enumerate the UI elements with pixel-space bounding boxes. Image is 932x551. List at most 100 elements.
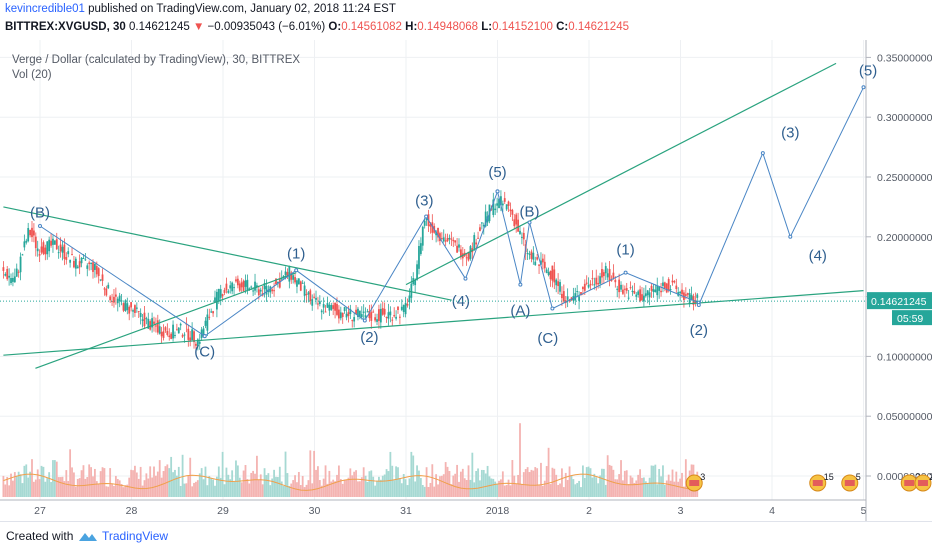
volume-bar: [578, 480, 580, 497]
candle-body: [17, 271, 20, 273]
candle-body: [80, 257, 83, 264]
candle-body: [690, 294, 693, 300]
candle-body: [500, 196, 502, 206]
candle-body: [132, 310, 134, 312]
volume-bar: [622, 480, 624, 497]
candle-body: [404, 302, 407, 315]
candle-body: [654, 289, 657, 293]
event-count: 15: [824, 472, 834, 482]
wave-label: (2): [690, 322, 708, 339]
trendline-up_channel: [35, 272, 297, 369]
candle-body: [648, 292, 651, 298]
volume-bar: [172, 472, 174, 497]
volume-bar: [44, 481, 47, 497]
candle-body: [610, 279, 613, 282]
candle-body: [271, 289, 274, 292]
candle-body: [614, 279, 617, 283]
candle-body: [423, 220, 426, 226]
candle-body: [521, 236, 523, 238]
candle-body: [675, 285, 678, 290]
volume-bar: [427, 486, 430, 497]
volume-bar: [364, 475, 367, 497]
candle-body: [355, 309, 357, 315]
candle-body: [585, 282, 588, 284]
author-link[interactable]: kevincredible01: [5, 3, 85, 15]
candle-body: [450, 238, 453, 240]
volume-bar: [555, 474, 558, 497]
volume-bar: [27, 477, 30, 497]
wave-path: [39, 225, 205, 337]
volume-bar: [212, 479, 214, 497]
volume-bar: [153, 466, 155, 497]
volume-bar: [475, 471, 478, 497]
volume-bar: [55, 461, 58, 497]
volume-bar: [378, 476, 380, 497]
candle-body: [517, 219, 519, 232]
candle-body: [103, 288, 106, 290]
volume-bar: [521, 484, 523, 497]
candle-body: [519, 230, 521, 234]
candle-body: [177, 327, 180, 334]
candle-body: [170, 333, 173, 339]
candle-body: [92, 262, 94, 272]
volume-bar: [175, 475, 178, 497]
tradingview-link[interactable]: TradingView: [102, 529, 169, 543]
candle-body: [208, 316, 211, 318]
candle-body: [34, 236, 37, 249]
candle-body: [555, 279, 558, 286]
candle-body: [448, 237, 451, 240]
candle-body: [383, 308, 386, 315]
candle-body: [652, 289, 655, 293]
price-chart[interactable]: 0.35000000 0.30000000 0.25000000 0.20000000…: [0, 40, 932, 521]
volume-bar: [515, 483, 518, 497]
candle-body: [82, 257, 85, 259]
volume-bar: [33, 481, 35, 497]
volume-bar: [111, 483, 113, 497]
volume-bar: [242, 470, 245, 497]
candle-body: [597, 282, 600, 285]
volume-bar: [480, 469, 483, 497]
wave-anchor: [550, 306, 555, 311]
volume-bar: [557, 484, 560, 497]
candle-body: [469, 246, 472, 259]
candle-body: [6, 268, 9, 280]
candle-body: [292, 275, 295, 280]
candle-body: [214, 297, 216, 303]
volume-bar: [135, 472, 138, 497]
volume-bar: [164, 466, 167, 497]
candle-body: [606, 273, 609, 278]
candle-body: [320, 310, 323, 313]
candle-body: [421, 226, 424, 246]
volume-bar: [570, 475, 573, 497]
volume-bar: [351, 475, 354, 497]
volume-bar: [23, 465, 26, 497]
candle-body: [305, 294, 308, 296]
volume-bar: [328, 470, 331, 497]
candle-body: [479, 227, 481, 232]
volume-bar: [536, 468, 539, 497]
volume-bar: [271, 478, 274, 497]
candle-body: [551, 265, 554, 281]
candle-body: [128, 306, 131, 314]
volume-bar: [397, 467, 399, 497]
volume-bar: [511, 460, 514, 497]
volume-bar: [347, 477, 350, 497]
candle-body: [507, 201, 510, 206]
candle-body: [641, 294, 643, 301]
volume-bar: [250, 472, 253, 497]
x-tick-label: 31: [400, 505, 412, 517]
candle-body: [494, 208, 497, 211]
plot-area: [0, 40, 866, 521]
volume-bar: [185, 483, 188, 497]
volume-bar: [332, 479, 335, 497]
volume-bar: [482, 470, 485, 497]
candle-body: [492, 199, 495, 215]
candle-body: [362, 311, 365, 313]
volume-bar: [320, 485, 323, 497]
candle-body: [540, 260, 542, 265]
candle-body: [223, 289, 226, 293]
volume-bar: [156, 471, 159, 497]
candle-body: [189, 337, 192, 341]
y-tick-label: 0.35000000: [877, 52, 932, 64]
volume-bar: [88, 464, 91, 497]
